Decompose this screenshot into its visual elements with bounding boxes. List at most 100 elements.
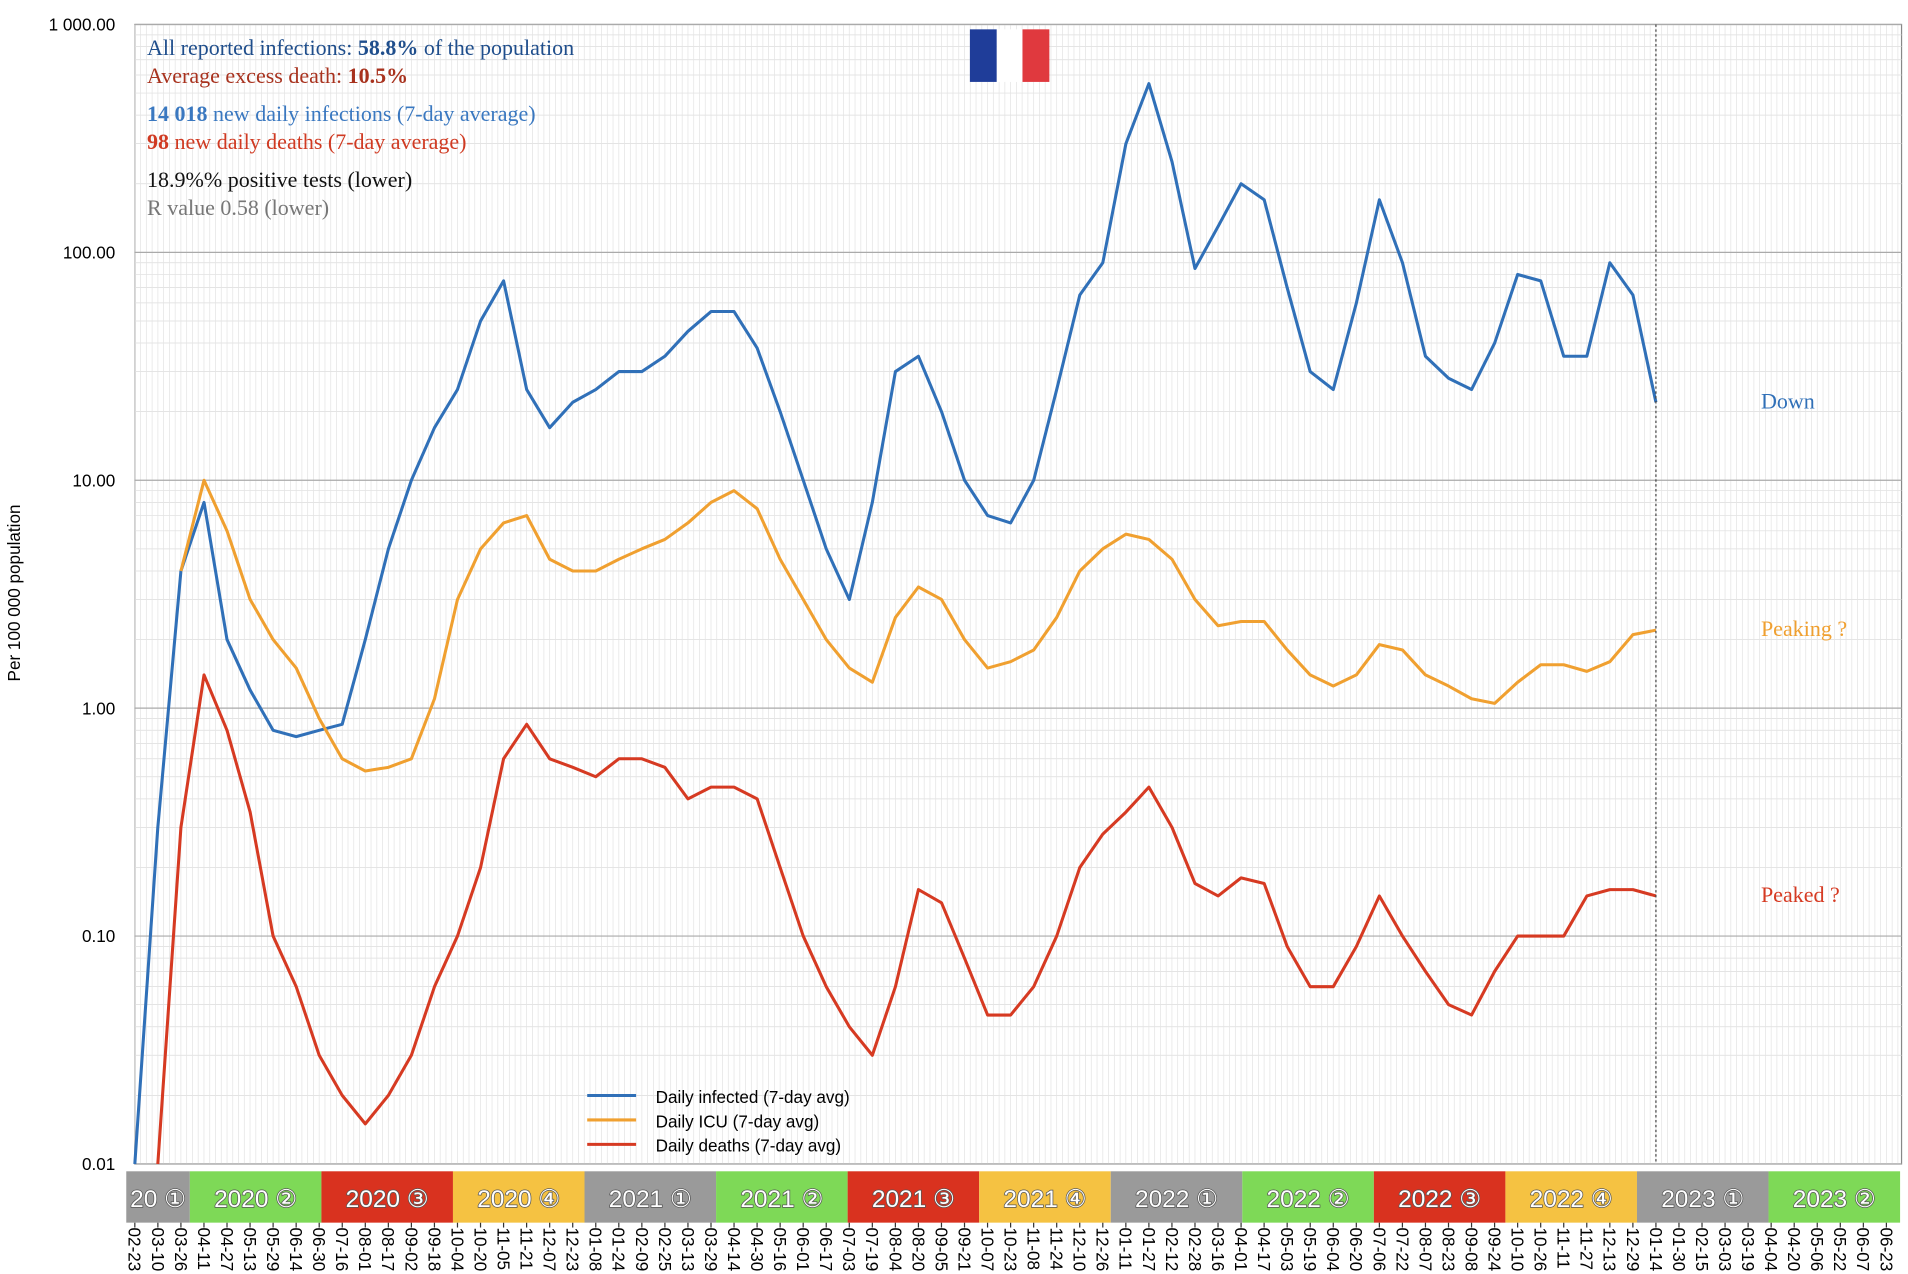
y-axis-title: Per 100 000 population	[5, 505, 24, 682]
x-tick-label: 07-19	[862, 1228, 881, 1272]
x-tick-label: 11-11	[1554, 1228, 1573, 1269]
quarter-band	[1242, 1171, 1374, 1223]
x-tick-label: 02-28	[1185, 1228, 1204, 1272]
x-tick-label: 09-18	[424, 1228, 443, 1272]
quarter-label: 2021 ②	[740, 1186, 823, 1213]
quarter-band	[979, 1171, 1111, 1223]
x-tick-label: 02-23	[125, 1228, 144, 1272]
x-tick-label: 11-08	[1024, 1228, 1043, 1271]
x-tick-label: 03-19	[1738, 1228, 1757, 1272]
x-tick-label: 06-20	[1346, 1228, 1365, 1272]
quarter-label: 2020 ④	[477, 1186, 560, 1213]
y-tick-label: 1 000.00	[49, 16, 116, 35]
x-tick-label: 04-17	[1254, 1228, 1273, 1272]
x-tick-label: 05-16	[770, 1228, 789, 1272]
x-tick-label: 08-04	[885, 1228, 904, 1272]
annotation: 18.9%% positive tests (lower)	[147, 167, 412, 192]
annotation-part: new daily deaths (7-day average)	[169, 129, 466, 154]
x-tick-label: 01-24	[609, 1228, 628, 1272]
x-tick-label: 04-14	[724, 1228, 743, 1272]
quarter-label: 2022 ①	[1135, 1186, 1218, 1213]
x-tick-label: 03-03	[1715, 1228, 1734, 1272]
x-tick-label: 05-06	[1807, 1228, 1826, 1272]
x-tick-label: 03-26	[171, 1228, 190, 1272]
x-tick-label: 05-22	[1830, 1228, 1849, 1272]
x-tick-label: 10-07	[977, 1228, 996, 1272]
x-tick-label: 12-07	[540, 1228, 559, 1272]
quarter-band	[584, 1171, 717, 1223]
annotation-part: 98	[147, 129, 169, 154]
flag-blue	[969, 29, 997, 82]
x-tick-label: 07-06	[1369, 1228, 1388, 1272]
quarter-label: 2022 ②	[1267, 1186, 1350, 1213]
quarter-band	[847, 1171, 980, 1223]
flag-red	[1022, 29, 1050, 82]
x-tick-label: 08-23	[1438, 1228, 1457, 1272]
annotation-part: All reported infections:	[147, 35, 358, 60]
x-tick-label: 09-21	[954, 1228, 973, 1272]
x-tick-label: 01-11	[1116, 1228, 1135, 1271]
x-tick-label: 10-04	[447, 1228, 466, 1272]
quarter-band	[1110, 1171, 1243, 1223]
y-tick-label: 10.00	[72, 471, 115, 490]
annotation-part: 58.8%	[358, 35, 419, 60]
x-tick-label: 10-23	[1000, 1228, 1019, 1272]
x-tick-label: 01-14	[1646, 1228, 1665, 1272]
x-tick-label: 12-26	[1093, 1228, 1112, 1272]
x-tick-label: 12-13	[1600, 1228, 1619, 1272]
x-tick-label: 08-20	[908, 1228, 927, 1272]
end-label: Peaking ?	[1761, 616, 1847, 641]
annotation: 98 new daily deaths (7-day average)	[147, 129, 466, 154]
x-tick-label: 04-11	[194, 1228, 213, 1271]
quarter-label: 2020 ②	[214, 1186, 297, 1213]
x-tick-label: 12-23	[563, 1228, 582, 1272]
quarter-band	[1636, 1171, 1769, 1223]
x-tick-label: 06-14	[286, 1228, 305, 1272]
quarter-band	[126, 1171, 190, 1223]
x-tick-label: 05-29	[263, 1228, 282, 1272]
x-tick-label: 06-17	[816, 1228, 835, 1272]
y-tick-label: 0.01	[82, 1155, 115, 1174]
x-tick-label: 09-08	[1461, 1228, 1480, 1272]
annotation: All reported infections: 58.8% of the po…	[147, 35, 574, 60]
y-tick-label: 0.10	[82, 927, 115, 946]
plot-frame	[134, 23, 1903, 1165]
x-tick-label: 04-01	[1231, 1228, 1250, 1272]
x-tick-label: 12-29	[1623, 1228, 1642, 1272]
quarter-band	[452, 1171, 585, 1223]
annotation-part: Average excess death:	[147, 63, 348, 88]
quarter-band	[1768, 1171, 1901, 1223]
x-tick-label: 11-24	[1047, 1228, 1066, 1271]
annotation: Average excess death: 10.5%	[147, 63, 408, 88]
annotation: 14 018 new daily infections (7-day avera…	[147, 101, 536, 126]
quarter-band	[321, 1171, 453, 1223]
flag	[969, 29, 1050, 82]
series-line	[179, 478, 1657, 773]
x-tick-label: 04-20	[1784, 1228, 1803, 1272]
x-tick-label: 09-05	[931, 1228, 950, 1272]
legend-label: Daily infected (7-day avg)	[656, 1088, 850, 1107]
x-tick-label: 05-03	[1277, 1228, 1296, 1272]
x-tick-label: 03-16	[1208, 1228, 1227, 1272]
quarter-band	[189, 1171, 322, 1223]
x-tick-label: 09-02	[401, 1228, 420, 1272]
x-tick-label: 07-22	[1392, 1228, 1411, 1272]
y-tick-label: 100.00	[63, 243, 115, 262]
x-tick-label: 10-20	[470, 1228, 489, 1272]
quarter-band	[716, 1171, 848, 1223]
legend-label: Daily deaths (7-day avg)	[656, 1137, 841, 1156]
series-line	[156, 673, 1657, 1165]
x-tick-label: 06-04	[1323, 1228, 1342, 1272]
x-tick-label: 02-15	[1692, 1228, 1711, 1272]
quarter-band	[1373, 1171, 1506, 1223]
end-label: Peaked ?	[1761, 882, 1840, 907]
x-tick-label: 06-01	[793, 1228, 812, 1272]
x-tick-label: 11-21	[517, 1228, 536, 1271]
x-tick-label: 05-19	[1300, 1228, 1319, 1272]
annotation-part: 10.5%	[348, 63, 408, 88]
x-tick-label: 03-29	[701, 1228, 720, 1272]
annotation-part: of the population	[418, 35, 574, 60]
legend-label: Daily ICU (7-day avg)	[656, 1112, 820, 1131]
grid	[134, 23, 1902, 1165]
